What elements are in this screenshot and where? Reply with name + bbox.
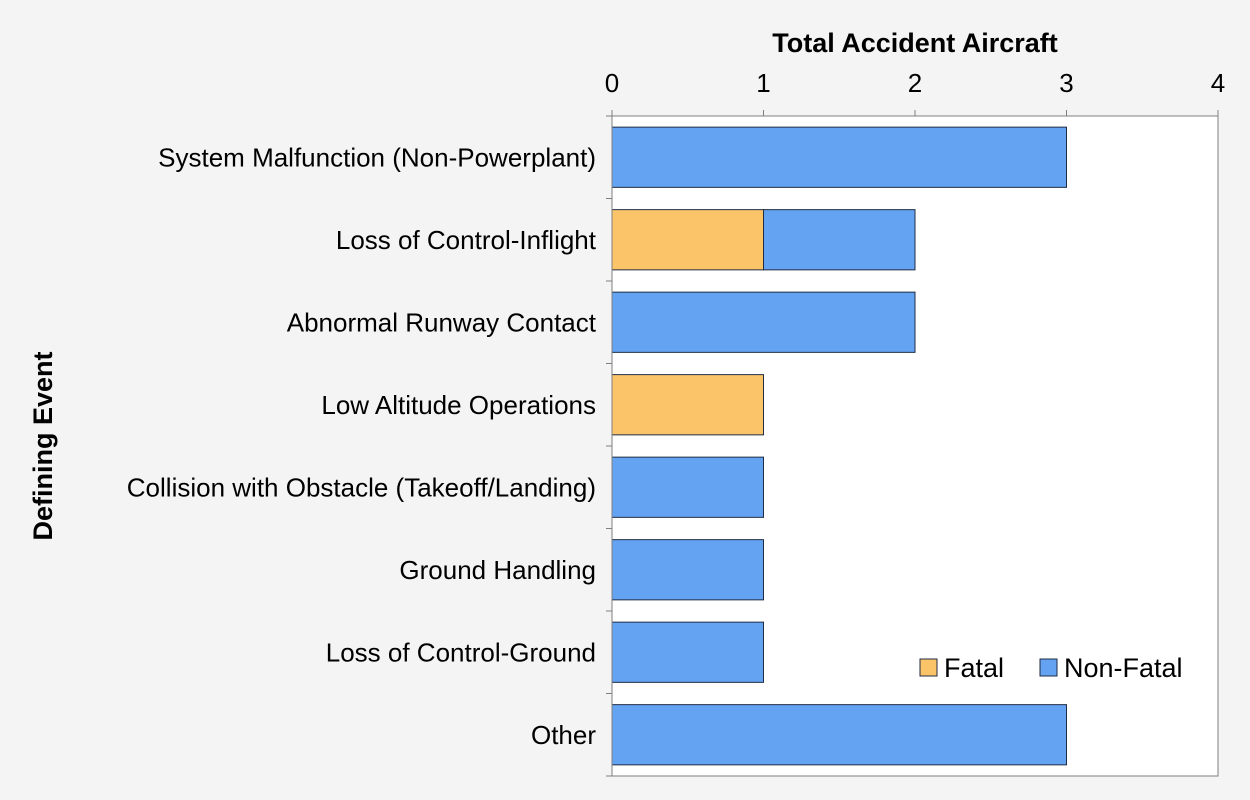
category-label: Abnormal Runway Contact <box>287 307 597 337</box>
legend-label: Fatal <box>944 653 1004 683</box>
legend-label: Non-Fatal <box>1064 653 1183 683</box>
bar-non-fatal-2 <box>611 291 916 353</box>
bar-non-fatal-6 <box>611 621 764 683</box>
x-tick-label: 3 <box>1059 68 1073 98</box>
bar-non-fatal-7 <box>611 704 1067 766</box>
category-label: Loss of Control-Inflight <box>336 225 597 255</box>
x-tick-label: 2 <box>908 68 922 98</box>
bar-non-fatal-1 <box>763 209 916 271</box>
legend-swatch-non-fatal <box>1039 658 1058 677</box>
category-label: Ground Handling <box>399 555 596 585</box>
category-label: Loss of Control-Ground <box>326 637 596 667</box>
bar-fatal-3 <box>611 374 764 436</box>
x-tick-label: 0 <box>605 68 619 98</box>
bar-non-fatal-0 <box>611 126 1067 188</box>
x-tick-label: 4 <box>1211 68 1225 98</box>
bar-non-fatal-5 <box>611 539 764 601</box>
bar-non-fatal-4 <box>611 456 764 518</box>
category-label: System Malfunction (Non-Powerplant) <box>158 142 596 172</box>
y-axis-title: Defining Event <box>28 351 58 540</box>
x-axis-title: Total Accident Aircraft <box>772 28 1058 58</box>
legend-swatch-fatal <box>919 658 938 677</box>
category-label: Low Altitude Operations <box>321 390 596 420</box>
category-label: Collision with Obstacle (Takeoff/Landing… <box>127 472 596 502</box>
category-label: Other <box>531 720 596 750</box>
legend: Fatal Non-Fatal <box>919 653 1183 683</box>
x-tick-label: 1 <box>756 68 770 98</box>
bar-fatal-1 <box>611 209 764 271</box>
